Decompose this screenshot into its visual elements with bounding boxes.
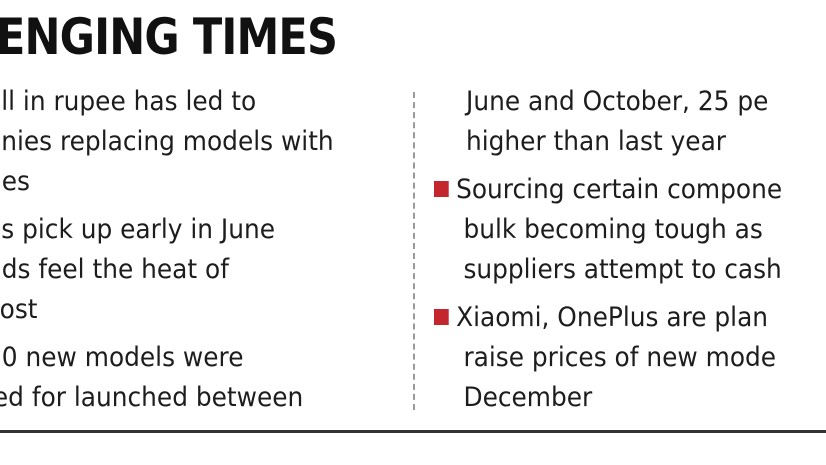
bullet-item: Sourcing certain compone bulk becoming t… (434, 170, 812, 290)
bullet-line: bulk becoming tough as (463, 214, 763, 245)
bullet-item: 50 new models were led for launched betw… (0, 338, 331, 418)
bullet-line-text: Sourcing certain compone (456, 174, 783, 205)
bullet-line: nds feel the heat of (0, 254, 229, 285)
bullet-line: 50 new models were (0, 342, 244, 373)
bullet-line: December (463, 382, 593, 413)
column-divider (413, 92, 415, 410)
bullet-line-text: Xiaomi, OnePlus are plan (456, 302, 769, 333)
bullet-item: es pick up early in June nds feel the he… (0, 210, 300, 330)
square-bullet-icon (434, 181, 449, 197)
bullet-first-line: Xiaomi, OnePlus are plan (434, 298, 776, 338)
bullet-line: cost (0, 294, 38, 325)
bullet-line: raise prices of new mode (463, 342, 777, 373)
bullet-line: led for launched between (0, 382, 304, 413)
bullet-line: higher than last year (466, 126, 727, 157)
headline: ENGING TIMES (0, 8, 338, 66)
bullet-line: es pick up early in June (0, 214, 275, 245)
bullet-line: all in rupee has led to (0, 86, 257, 117)
bullet-line: June and October, 25 pe (466, 86, 769, 117)
bullet-first-line: Sourcing certain compone (434, 170, 782, 210)
square-bullet-icon (434, 309, 449, 325)
bullet-line: nes (0, 166, 30, 197)
bullet-line: anies replacing models with (0, 126, 334, 157)
bullet-line: suppliers attempt to cash (463, 254, 782, 285)
bullet-item: June and October, 25 pe higher than last… (466, 82, 795, 162)
bottom-rule (0, 430, 826, 433)
bullet-item: all in rupee has led to anies replacing … (0, 82, 364, 202)
bullet-item: Xiaomi, OnePlus are plan raise prices of… (434, 298, 806, 418)
